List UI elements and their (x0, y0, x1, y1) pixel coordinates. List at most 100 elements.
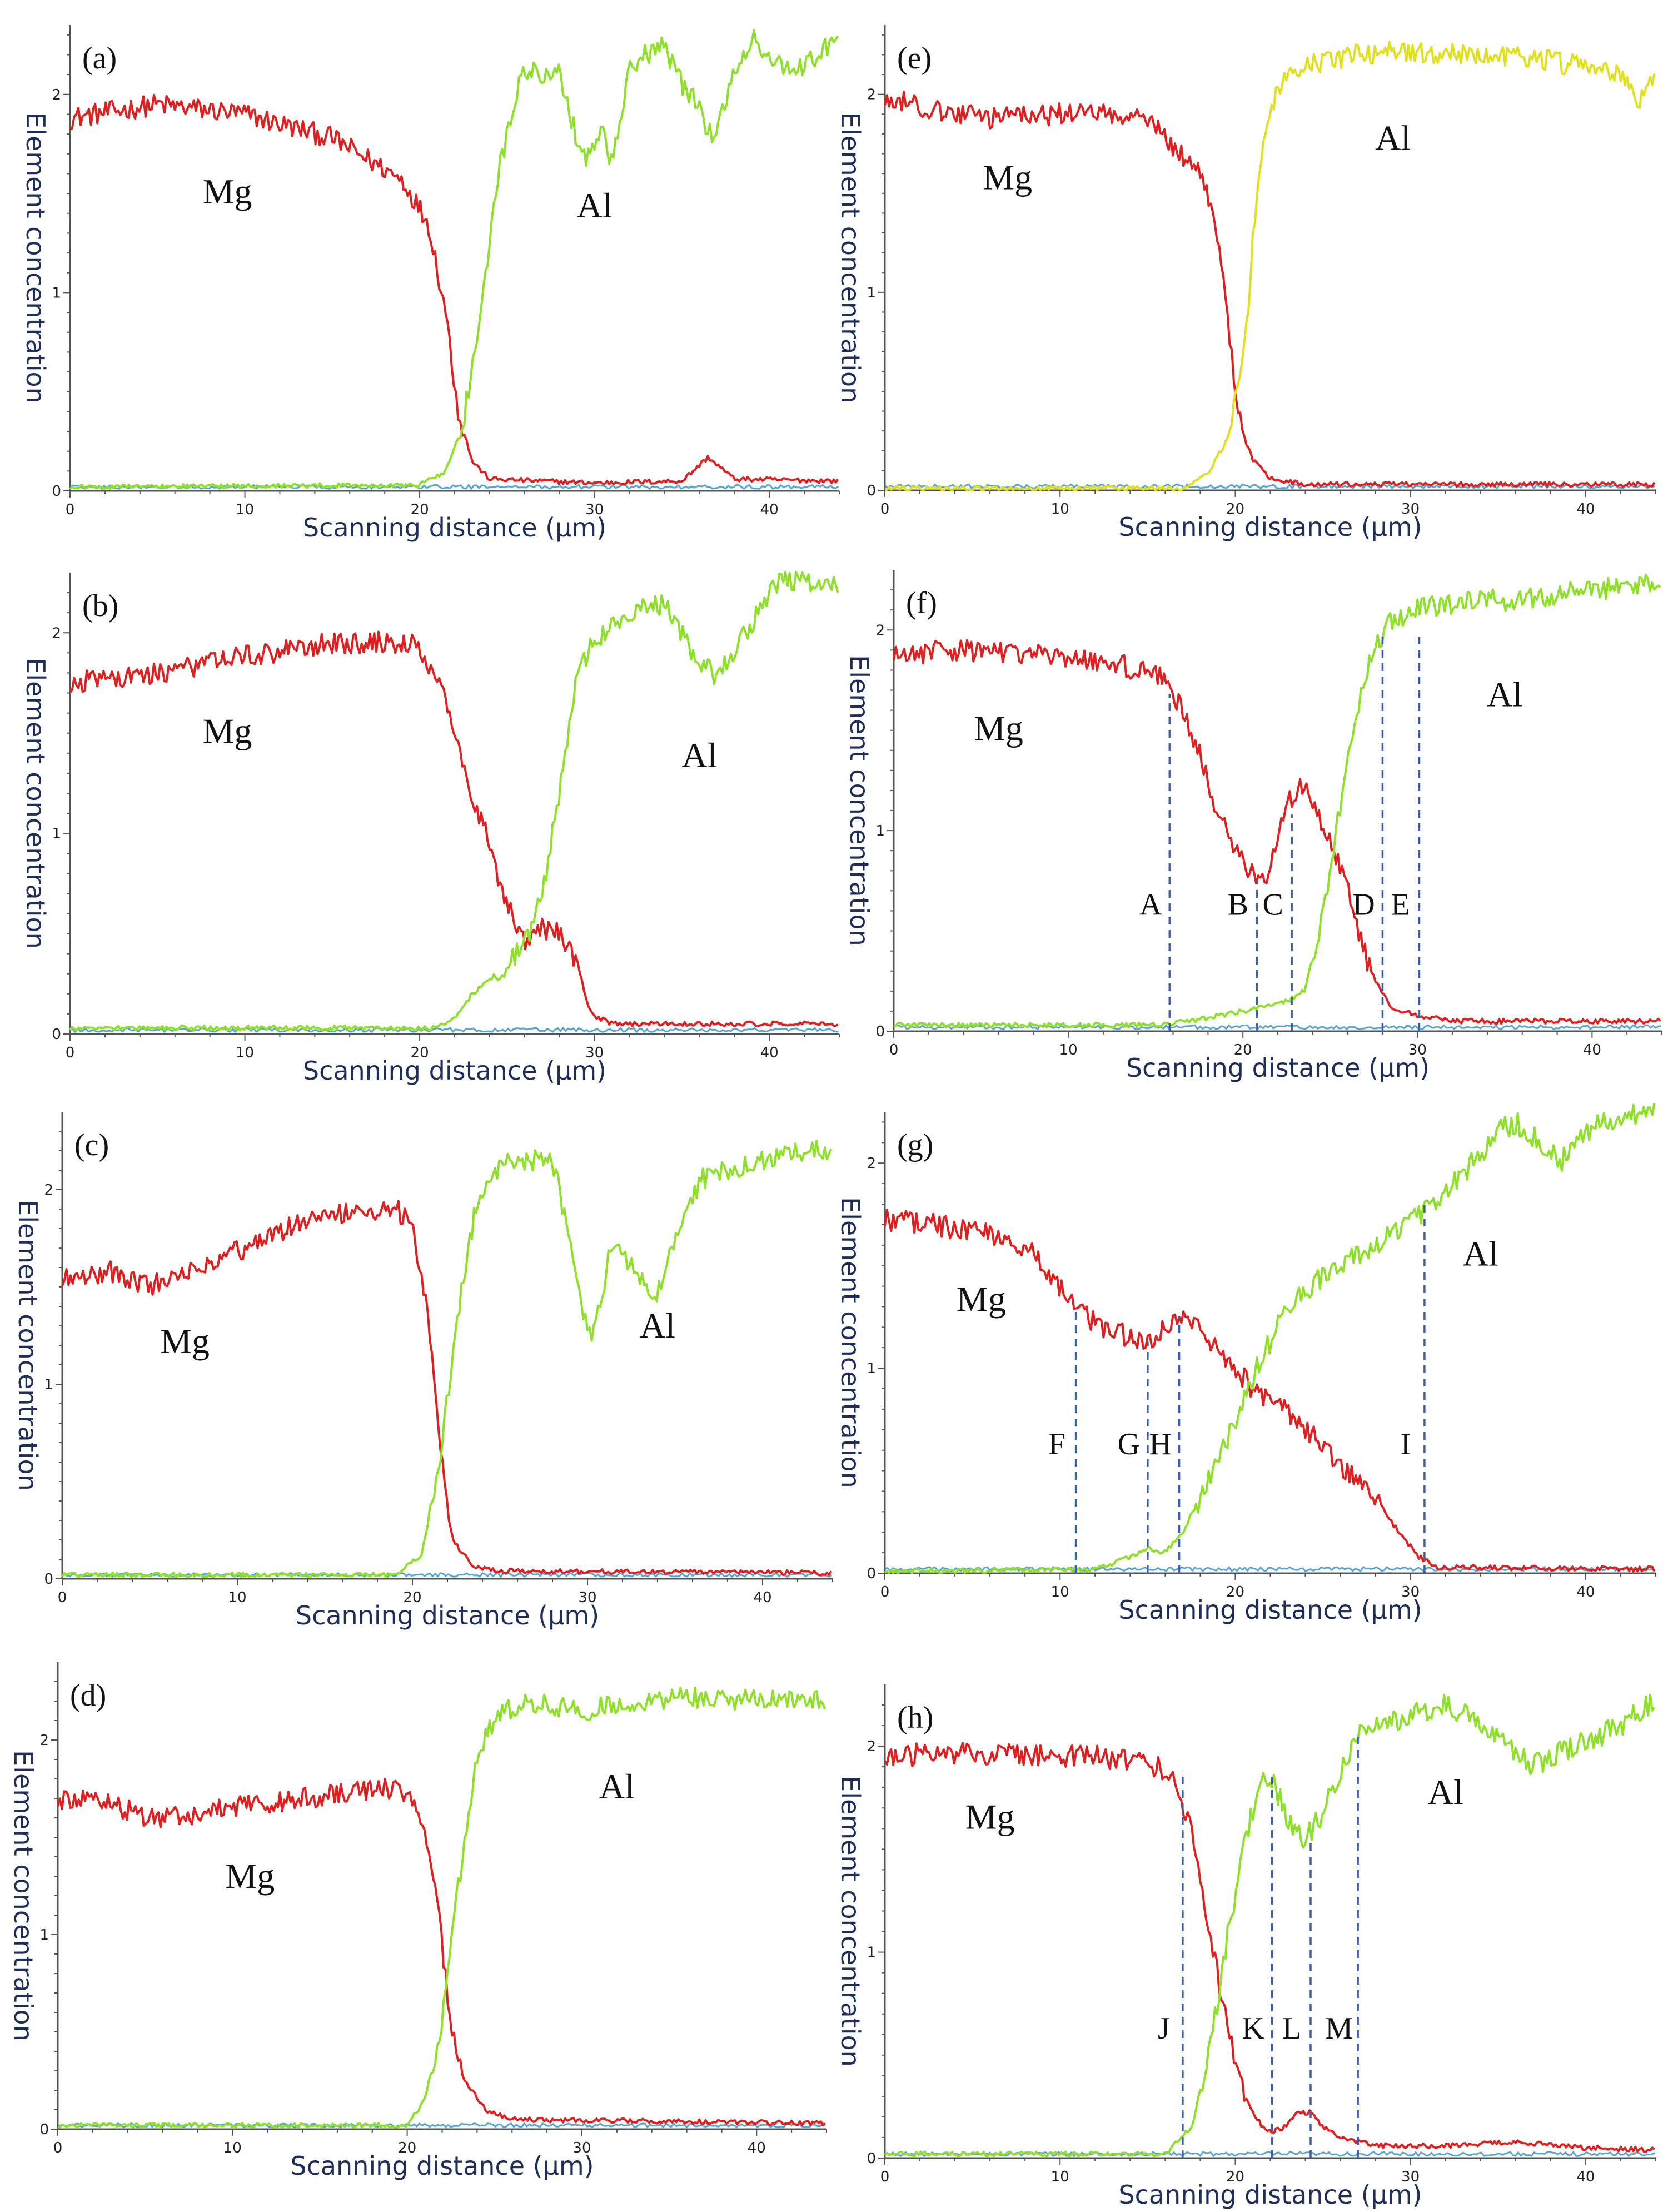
panel-a: 0 10 20 30 40 0 1 2 Scanning distance (μm) Elemen… (21, 25, 840, 543)
panel-label: (g) (897, 1128, 933, 1162)
marker-label-k: K (1242, 2011, 1264, 2046)
x-tick-label: 30 (578, 1589, 596, 1606)
x-tick-label: 0 (880, 2169, 890, 2185)
panel-f: 0 10 20 30 40 0 1 2 Scanning distance (μm) Elemen… (844, 570, 1662, 1083)
baseline-series-line (57, 2122, 826, 2129)
x-axis-title: Scanning distance (μm) (1118, 1595, 1422, 1625)
x-tick-label: 30 (1401, 2169, 1420, 2185)
x-tick-label: 40 (1576, 1584, 1595, 1600)
y-axis-title: Element concentration (844, 655, 874, 946)
x-tick-label: 10 (228, 1589, 246, 1606)
y-tick-label: 0 (39, 2121, 49, 2138)
panel-e: 0 10 20 30 40 0 1 2 Scanning distance (μm) Elemen… (835, 25, 1656, 542)
y-tick-label: 0 (52, 1026, 61, 1043)
baseline-series-line (884, 483, 1656, 490)
x-tick-label: 20 (398, 2140, 416, 2156)
panel-g: 0 10 20 30 40 0 1 2 Scanning distance (μm) Elemen… (835, 1103, 1656, 1625)
y-axis-title: Element concentration (21, 112, 51, 404)
x-tick-label: 20 (1234, 1042, 1252, 1058)
x-tick-label: 0 (66, 501, 75, 518)
panel-label: (h) (897, 1701, 933, 1735)
marker-label-i: I (1401, 1427, 1411, 1462)
x-tick-label: 20 (403, 1589, 421, 1606)
annotation-al: Al (1375, 118, 1411, 157)
y-tick-label: 2 (52, 87, 61, 103)
annotation-al: Al (1428, 1772, 1463, 1812)
x-tick-label: 30 (585, 501, 604, 518)
series-line-mg (884, 91, 1656, 488)
x-tick-label: 10 (1059, 1042, 1078, 1058)
y-tick-label: 2 (875, 622, 885, 639)
marker-label-g: G (1118, 1427, 1140, 1462)
x-tick-label: 30 (572, 2140, 591, 2156)
y-tick-label: 1 (867, 1945, 876, 1961)
marker-label-h: H (1149, 1427, 1171, 1462)
x-tick-label: 40 (1576, 2169, 1595, 2185)
x-axis-title: Scanning distance (μm) (303, 513, 606, 543)
x-tick-label: 10 (1051, 501, 1069, 518)
x-tick-label: 0 (58, 1589, 67, 1606)
marker-label-b: B (1228, 888, 1248, 922)
x-axis-title: Scanning distance (μm) (296, 1600, 599, 1631)
series-line-al (884, 40, 1656, 491)
panel-label: (b) (82, 589, 118, 623)
annotation-al: Al (681, 735, 717, 775)
annotation-al: Al (1463, 1234, 1498, 1274)
annotation-mg: Mg (203, 172, 252, 211)
baseline-series-line (69, 1026, 839, 1033)
marker-label-l: L (1282, 2011, 1301, 2046)
panel-label: (d) (70, 1678, 106, 1713)
marker-label-j: J (1158, 2011, 1170, 2046)
x-tick-label: 20 (1226, 501, 1244, 518)
annotation-mg: Mg (203, 712, 252, 751)
x-tick-label: 0 (53, 2140, 63, 2156)
x-tick-label: 20 (1226, 1584, 1244, 1600)
marker-label-m: M (1325, 2011, 1353, 2046)
panel-label: (a) (82, 41, 117, 76)
x-tick-label: 10 (236, 1045, 254, 1061)
y-tick-label: 0 (867, 483, 876, 499)
x-tick-label: 40 (753, 1589, 771, 1606)
x-axis-title: Scanning distance (μm) (1126, 1053, 1430, 1083)
x-tick-label: 0 (66, 1045, 75, 1061)
x-tick-label: 0 (880, 501, 890, 518)
series-line-mg (57, 1778, 826, 2127)
series-line-al (884, 1693, 1656, 2158)
y-axis-title: Element concentration (13, 1200, 43, 1491)
annotation-al: Al (577, 186, 613, 225)
y-tick-label: 0 (867, 1565, 876, 1582)
x-tick-label: 10 (223, 2140, 242, 2156)
x-tick-label: 40 (748, 2140, 766, 2156)
y-axis-title: Element concentration (835, 1197, 865, 1488)
panel-label: (e) (897, 41, 932, 76)
y-tick-label: 0 (875, 1023, 885, 1040)
series-line-mg (893, 639, 1661, 1025)
annotation-mg: Mg (957, 1279, 1006, 1319)
x-tick-label: 30 (1401, 1584, 1420, 1600)
y-tick-label: 1 (39, 1927, 49, 1943)
baseline-series-line (893, 1024, 1661, 1031)
x-axis-title: Scanning distance (μm) (1118, 512, 1422, 542)
panel-label: (c) (74, 1128, 109, 1162)
panel-d: 0 10 20 30 40 0 1 2 Scanning distance (μm) Elemen… (8, 1662, 827, 2181)
x-axis-title: Scanning distance (μm) (290, 2151, 594, 2181)
marker-label-c: C (1262, 888, 1283, 922)
y-tick-label: 2 (867, 87, 876, 103)
marker-label-f: F (1048, 1427, 1065, 1462)
y-tick-label: 1 (867, 285, 876, 301)
x-tick-label: 0 (880, 1584, 890, 1600)
series-line-mg (884, 1742, 1655, 2153)
x-tick-label: 40 (760, 1045, 779, 1061)
y-axis-title: Element concentration (835, 112, 865, 404)
x-tick-label: 10 (236, 501, 254, 518)
marker-label-d: D (1352, 888, 1375, 922)
annotation-mg: Mg (965, 1797, 1015, 1836)
x-tick-label: 40 (1576, 501, 1595, 518)
panel-b: 0 10 20 30 40 0 1 2 Scanning distance (μm) Elemen… (21, 570, 840, 1086)
y-axis-title: Element concentration (8, 1750, 38, 2041)
y-tick-label: 2 (39, 1732, 49, 1749)
annotation-mg: Mg (974, 709, 1023, 748)
y-tick-label: 0 (867, 2150, 876, 2167)
y-axis-title: Element concentration (835, 1776, 865, 2067)
